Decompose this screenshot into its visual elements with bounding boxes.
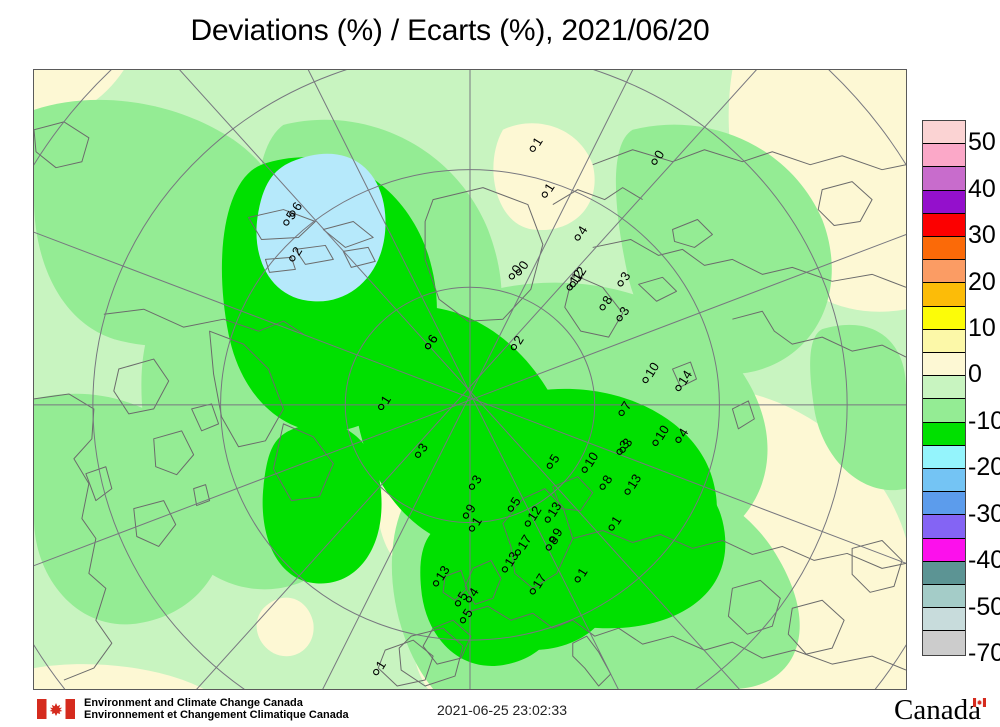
svg-text:10: 10: [652, 422, 672, 442]
colorbar-cell-6[interactable]: [923, 260, 965, 284]
colorbar-cell-14[interactable]: [923, 445, 965, 470]
svg-text:14: 14: [675, 368, 695, 388]
svg-text:12: 12: [566, 267, 586, 287]
colorbar-cell-13[interactable]: [923, 422, 965, 446]
colorbar-label-50: 50: [968, 128, 996, 157]
station-marker: 12: [566, 267, 586, 291]
station-marker: 13: [624, 471, 644, 495]
agency-name: Environment and Climate Change Canada En…: [84, 697, 349, 721]
colorbar-labels: 50 40 30 20 10 0 -10 -20 -30 -40 -50 -70: [968, 120, 1000, 666]
footer: Environment and Climate Change Canada En…: [0, 694, 1000, 726]
colorbar-label-0: 0: [968, 360, 982, 389]
colorbar-label-neg40: -40: [968, 546, 1000, 575]
colorbar-cell-1[interactable]: [923, 144, 965, 168]
colorbar-cell-5[interactable]: [923, 237, 965, 261]
colorbar-cell-11[interactable]: [923, 376, 965, 400]
colorbar-cell-10[interactable]: [923, 353, 965, 377]
station-marker: 10: [642, 360, 662, 384]
svg-text:12: 12: [569, 264, 589, 284]
station-marker: 10: [581, 449, 601, 473]
agency-name-fr: Environnement et Changement Climatique C…: [84, 709, 349, 721]
colorbar-cell-0[interactable]: [923, 121, 965, 145]
colorbar-cell-21[interactable]: [923, 608, 965, 632]
station-marker: 13: [544, 499, 564, 523]
colorbar-cell-7[interactable]: [923, 283, 965, 307]
svg-text:17: 17: [514, 532, 534, 552]
graticule-meridians: [34, 70, 906, 689]
colorbar-cell-17[interactable]: [923, 515, 965, 539]
colorbar-label-neg10: -10: [968, 406, 1000, 435]
colorbar-label-10: 10: [968, 313, 996, 342]
station-marker: 13: [501, 549, 522, 573]
colorbar-label-30: 30: [968, 221, 996, 250]
colorbar-label-neg20: -20: [968, 453, 1000, 482]
map-panel[interactable]: 6 5 2 6 1 1 0 4 12 12 3 3 0 0 2 8 1 3 10 14 7 3 10 4 3 9 1 5 5 10 8 13 3…: [33, 69, 907, 690]
station-marker: 12: [524, 503, 545, 527]
colorbar-cell-4[interactable]: [923, 213, 965, 238]
colorbar-cell-20[interactable]: [923, 585, 965, 609]
colorbar-label-neg70: -70: [968, 639, 1000, 667]
svg-text:13: 13: [501, 549, 521, 569]
svg-text:13: 13: [544, 499, 564, 519]
colorbar-cell-19[interactable]: [923, 561, 965, 586]
station-marker: 14: [675, 368, 695, 392]
colorbar-cell-2[interactable]: [923, 167, 965, 191]
svg-text:10: 10: [581, 449, 601, 469]
colorbar[interactable]: [922, 120, 966, 656]
canada-wordmark-text: Canada: [894, 694, 981, 726]
wordmark-flag-icon: [973, 698, 986, 707]
station-marker: 17: [514, 532, 535, 556]
page-title: Deviations (%) / Ecarts (%), 2021/06/20: [190, 14, 710, 47]
colorbar-label-neg30: -30: [968, 499, 1000, 528]
svg-text:10: 10: [642, 360, 662, 380]
svg-text:13: 13: [624, 471, 644, 491]
station-marker: 17: [529, 571, 549, 595]
agency-name-en: Environment and Climate Change Canada: [84, 697, 303, 709]
station-marker: 10: [652, 422, 672, 446]
svg-text:17: 17: [529, 571, 549, 591]
colorbar-label-40: 40: [968, 174, 996, 203]
station-marker: 12: [569, 264, 589, 288]
generation-timestamp: 2021-06-25 23:02:33: [437, 702, 567, 718]
colorbar-cell-22[interactable]: [923, 631, 965, 655]
colorbar-cell-18[interactable]: [923, 538, 965, 562]
colorbar-label-20: 20: [968, 267, 996, 296]
colorbar-cell-15[interactable]: [923, 469, 965, 493]
station-marker: 13: [432, 563, 453, 587]
svg-text:13: 13: [432, 563, 452, 583]
colorbar-cell-12[interactable]: [923, 399, 965, 423]
canada-flag-icon: [37, 699, 75, 719]
colorbar-cell-9[interactable]: [923, 329, 965, 354]
colorbar-label-neg50: -50: [968, 592, 1000, 621]
canada-wordmark: Canada: [894, 694, 986, 727]
colorbar-cell-16[interactable]: [923, 492, 965, 516]
colorbar-cell-3[interactable]: [923, 190, 965, 214]
svg-text:12: 12: [524, 503, 544, 523]
colorbar-cell-8[interactable]: [923, 306, 965, 330]
